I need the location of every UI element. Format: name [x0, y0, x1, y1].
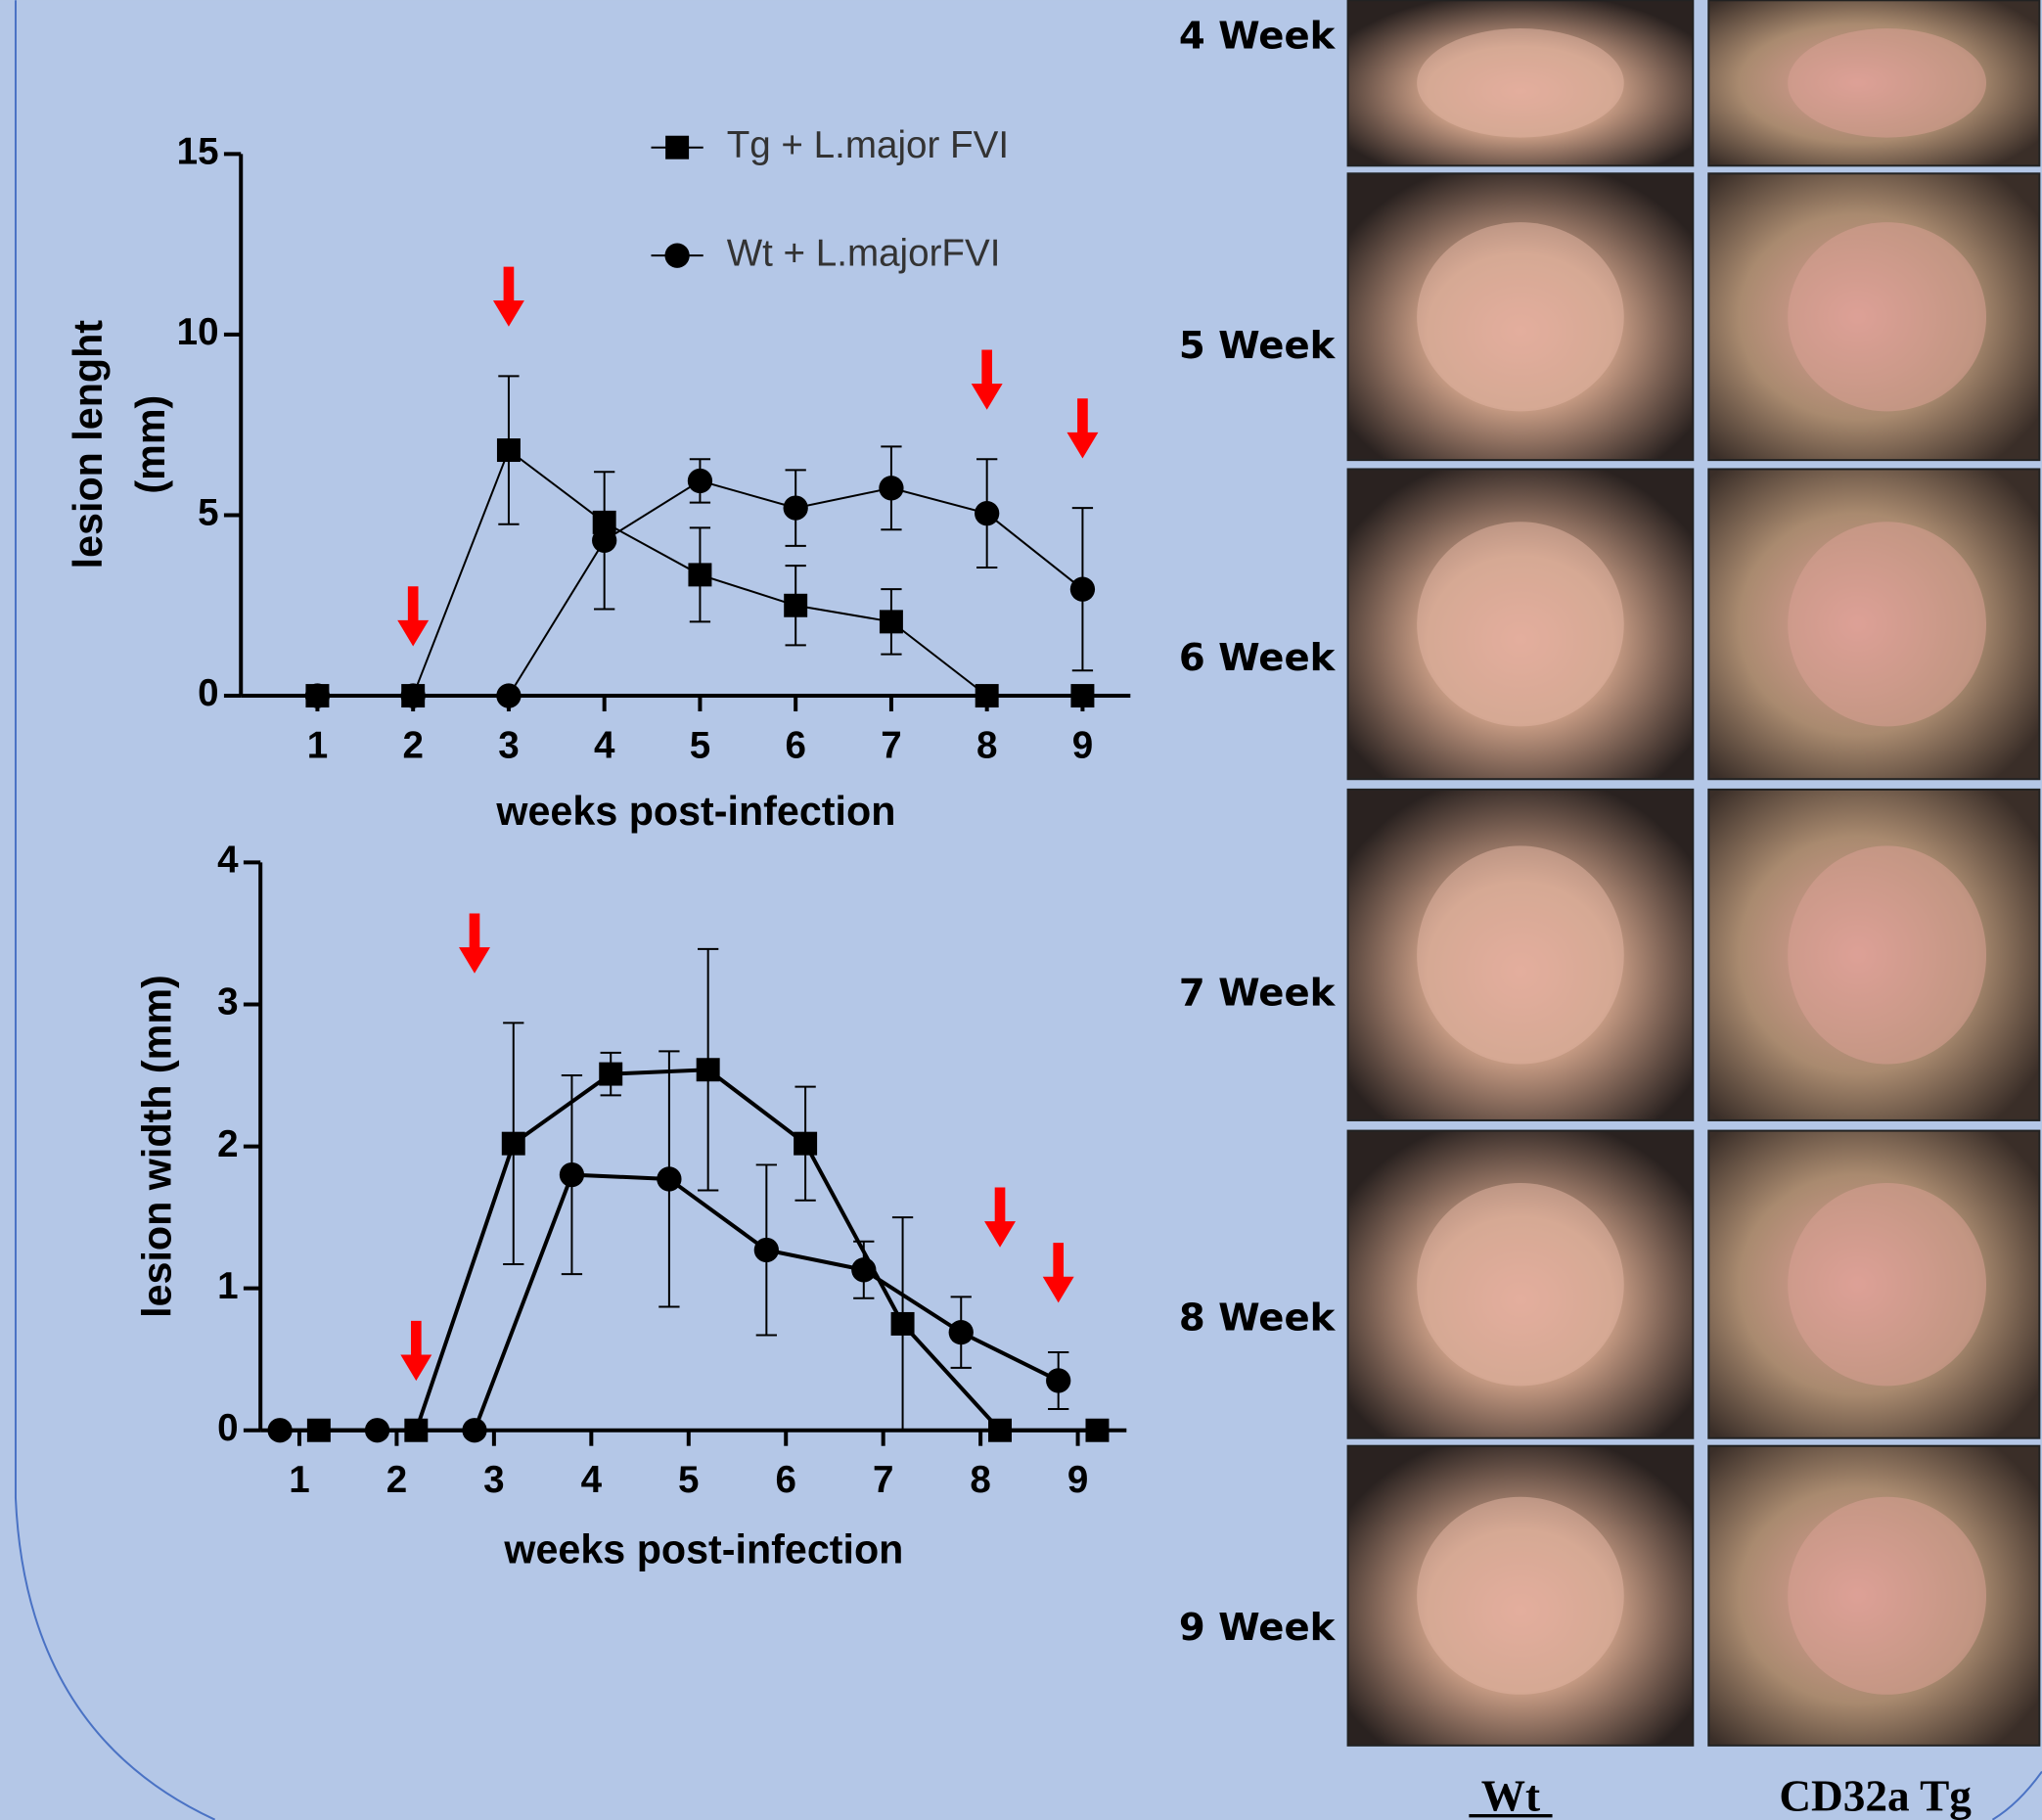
row-label: 4 Week	[1179, 14, 1337, 58]
page: {"chart_data": [ {"type": "line", "x": […	[0, 0, 2042, 1820]
marker	[949, 1320, 974, 1344]
y-tick-label: 4	[217, 840, 239, 882]
x-tick-label: 1	[289, 1459, 309, 1501]
marker	[688, 469, 712, 493]
y-axis-title: lesion width (mm)	[135, 975, 180, 1318]
marker	[794, 1132, 817, 1156]
x-tick-label: 9	[1072, 724, 1093, 766]
x-tick-label: 9	[1067, 1459, 1088, 1501]
x-tick-label: 3	[498, 724, 519, 766]
marker	[879, 476, 903, 500]
x-tick-label: 8	[976, 724, 997, 766]
marker	[401, 683, 426, 707]
marker	[1070, 577, 1095, 602]
marker	[305, 683, 330, 707]
x-axis-title: weeks post-infection	[503, 1527, 903, 1572]
marker	[988, 1419, 1012, 1442]
column-label: CD32a Tg	[1779, 1771, 1972, 1820]
marker	[688, 563, 711, 586]
marker	[1085, 1419, 1109, 1442]
x-tick-label: 4	[594, 724, 615, 766]
x-tick-label: 2	[386, 1459, 407, 1501]
marker	[665, 136, 689, 159]
row-label: 5 Week	[1179, 324, 1337, 368]
x-tick-label: 7	[881, 724, 901, 766]
y-tick-label: 15	[177, 131, 219, 173]
x-axis-title: weeks post-infection	[495, 789, 895, 834]
row-label: 9 Week	[1179, 1606, 1337, 1650]
ear-shape	[1788, 28, 1986, 138]
row-label: 6 Week	[1179, 636, 1337, 680]
marker	[496, 683, 521, 707]
marker	[502, 1132, 525, 1156]
marker	[851, 1257, 876, 1282]
y-tick-label: 1	[217, 1265, 238, 1307]
ear-shape	[1788, 222, 1986, 411]
x-tick-label: 7	[873, 1459, 893, 1501]
column-label: Wt	[1481, 1771, 1540, 1820]
ear-shape	[1788, 522, 1986, 726]
legend-label: Tg + L.major FVI	[727, 124, 1009, 166]
row-label: 8 Week	[1179, 1296, 1337, 1340]
ear-shape	[1417, 845, 1624, 1064]
marker	[592, 528, 616, 553]
x-tick-label: 5	[678, 1459, 699, 1501]
ear-shape	[1417, 1497, 1624, 1695]
x-tick-label: 3	[483, 1459, 504, 1501]
x-tick-label: 1	[307, 724, 328, 766]
marker	[880, 610, 903, 633]
marker	[754, 1238, 779, 1262]
ear-shape	[1417, 522, 1624, 726]
marker	[784, 495, 808, 520]
marker	[599, 1063, 622, 1086]
legend-label: Wt + L.majorFVI	[727, 232, 1001, 274]
marker	[462, 1418, 486, 1442]
marker	[497, 438, 521, 462]
ear-shape	[1788, 1183, 1986, 1386]
marker	[1070, 684, 1094, 707]
y-tick-label: 0	[217, 1407, 238, 1449]
ear-shape	[1788, 845, 1986, 1064]
row-label: 7 Week	[1179, 971, 1337, 1015]
x-tick-label: 2	[402, 724, 423, 766]
marker	[975, 501, 999, 525]
marker	[784, 594, 807, 617]
y-tick-label: 10	[177, 311, 219, 353]
y-tick-label: 5	[198, 492, 218, 534]
ear-shape	[1417, 28, 1624, 138]
marker	[891, 1312, 915, 1336]
y-axis-title: (mm)	[128, 395, 173, 494]
ear-shape	[1417, 222, 1624, 411]
ear-shape	[1417, 1183, 1624, 1386]
ear-shape	[1788, 1497, 1986, 1695]
figure: 4 Week 5 Week 6 Week 7 Week 8 Week 9 Week Wt CD…	[0, 0, 2042, 1820]
marker	[1046, 1368, 1070, 1392]
x-tick-label: 5	[690, 724, 710, 766]
x-tick-label: 4	[581, 1459, 603, 1501]
y-tick-label: 3	[217, 981, 238, 1024]
marker	[697, 1058, 720, 1081]
x-tick-label: 8	[970, 1459, 990, 1501]
marker	[664, 244, 689, 268]
y-tick-label: 2	[217, 1123, 238, 1165]
marker	[267, 1418, 292, 1442]
marker	[976, 684, 999, 707]
marker	[657, 1166, 681, 1191]
marker	[365, 1418, 389, 1442]
y-tick-label: 0	[198, 672, 218, 714]
x-tick-label: 6	[775, 1459, 795, 1501]
x-tick-label: 6	[785, 724, 805, 766]
y-axis-title: lesion lenght	[66, 320, 111, 569]
marker	[560, 1162, 584, 1187]
